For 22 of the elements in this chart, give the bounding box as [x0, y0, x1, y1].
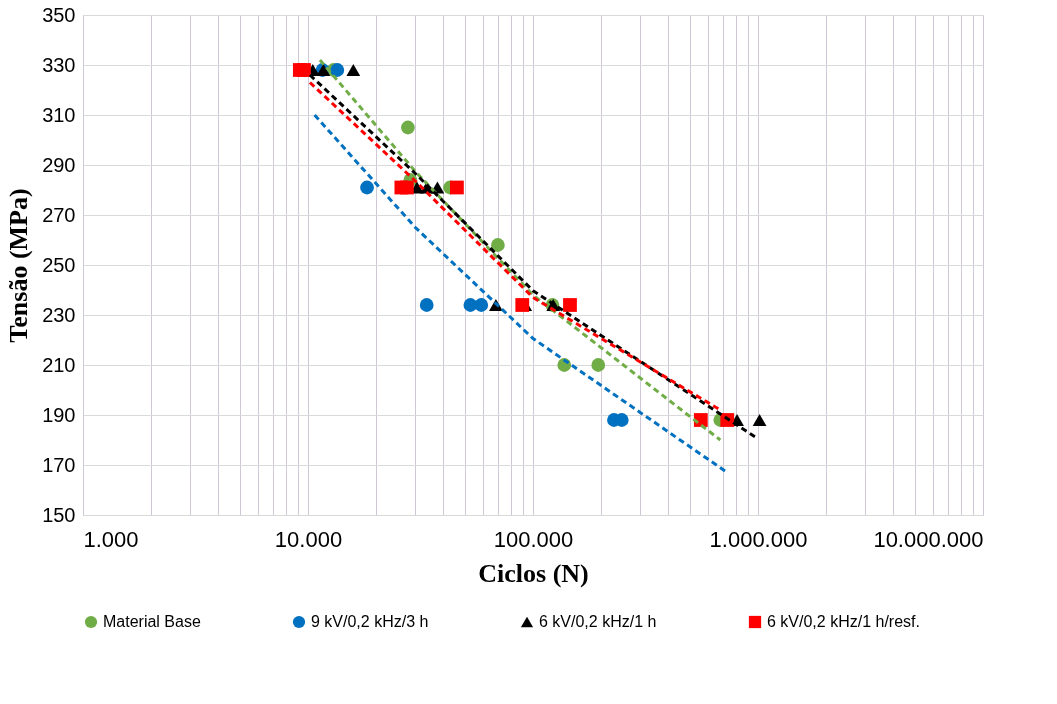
y-axis-title: Tensão (MPa) [4, 188, 34, 343]
y-tick-label: 270 [42, 203, 76, 226]
legend-label: Material Base [103, 613, 201, 630]
y-tick-label: 290 [42, 153, 76, 176]
y-tick-label: 170 [42, 453, 76, 476]
y-tick-label: 250 [42, 253, 76, 276]
x-tick-label: 10.000 [274, 526, 343, 552]
y-tick-label: 230 [42, 303, 76, 326]
y-tick-label: 190 [42, 403, 76, 426]
y-tick-label: 310 [42, 103, 76, 126]
x-axis-title: Ciclos (N) [478, 558, 589, 588]
x-tick-label: 100.000 [493, 526, 574, 552]
y-tick-label: 330 [42, 53, 76, 76]
y-tick-label: 350 [42, 3, 76, 26]
x-tick-label: 1.000.000 [709, 526, 808, 552]
legend-label: 9 kV/0,2 kHz/3 h [311, 613, 429, 630]
y-tick-label: 150 [42, 503, 76, 526]
x-tick-label: 1.000 [83, 526, 139, 552]
x-tick-label: 10.000.000 [873, 526, 984, 552]
legend-label: 6 kV/0,2 kHz/1 h/resf. [767, 613, 920, 630]
legend-label: 6 kV/0,2 kHz/1 h [539, 613, 657, 630]
y-tick-label: 210 [42, 353, 76, 376]
